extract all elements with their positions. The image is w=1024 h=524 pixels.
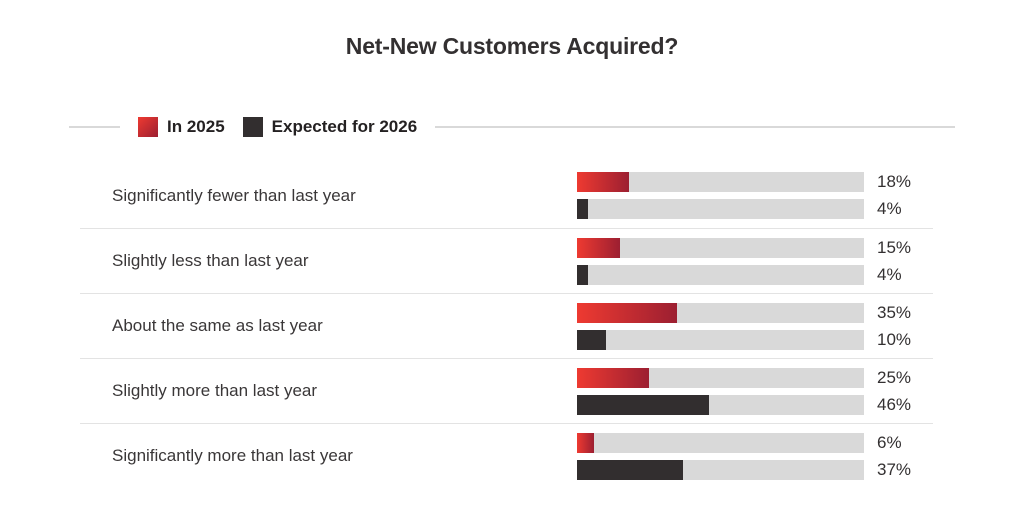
bar-group [577, 367, 864, 415]
value-group: 15% 4% [877, 238, 911, 285]
bar-track [577, 199, 864, 219]
bar-group [577, 172, 864, 219]
value-label-in-2025: 35% [877, 302, 912, 322]
category-label: Significantly more than last year [112, 446, 353, 465]
bar-fill-in-2025 [577, 432, 595, 453]
bar-group [577, 237, 864, 285]
value-label-in-2025: 6% [877, 432, 902, 452]
bar-rows: Significantly fewer than last year 18% 4% S… [80, 163, 933, 488]
bar-fill-expected-2026 [577, 264, 589, 285]
bar-track [577, 329, 864, 350]
legend-item-expected-2026: Expected for 2026 [242, 117, 418, 137]
legend: In 2025 Expected for 2026 [69, 116, 955, 138]
category-label: Slightly more than last year [112, 381, 318, 400]
category-label: Slightly less than last year [112, 251, 309, 270]
bar-track [577, 459, 864, 480]
value-group: 25% 46% [877, 368, 911, 415]
table-row: Slightly more than last year 25% 46% [80, 358, 933, 423]
legend-rule-right [435, 126, 955, 128]
bar-track [577, 432, 864, 453]
value-label-in-2025: 18% [877, 172, 912, 191]
bar-track [577, 264, 864, 285]
value-label-expected-2026: 46% [877, 394, 912, 414]
bar-fill-in-2025 [577, 172, 629, 192]
bar-track [577, 367, 864, 388]
bar-track [577, 302, 864, 323]
category-label: Significantly fewer than last year [112, 185, 356, 205]
legend-label-expected-2026: Expected for 2026 [271, 117, 418, 136]
bar-fill-expected-2026 [577, 394, 710, 415]
bar-fill-in-2025 [577, 302, 678, 323]
value-label-expected-2026: 4% [877, 199, 902, 218]
value-label-in-2025: 25% [877, 367, 912, 387]
table-row: Slightly less than last year 15% 4% [80, 228, 933, 293]
net-new-customers-chart: Net-New Customers Acquired? In 2025 Expe… [0, 33, 1024, 488]
bar-group [577, 302, 864, 350]
legend-item-in-2025: In 2025 [138, 117, 225, 137]
table-row: About the same as last year 35% 10% [80, 293, 933, 358]
bar-track [577, 394, 864, 415]
legend-rule-left [69, 126, 120, 128]
category-label: About the same as last year [112, 316, 323, 335]
bar-group [577, 432, 864, 480]
legend-label-in-2025: In 2025 [167, 117, 225, 136]
value-label-in-2025: 15% [877, 237, 912, 257]
value-group: 18% 4% [877, 172, 911, 219]
bar-track [577, 172, 864, 192]
table-row: Significantly fewer than last year 18% 4% [80, 163, 933, 228]
value-label-expected-2026: 10% [877, 329, 912, 349]
bar-fill-in-2025 [577, 367, 649, 388]
legend-swatch-expected-2026 [242, 117, 263, 137]
legend-swatch-in-2025 [138, 117, 158, 137]
bar-track [577, 237, 864, 258]
page-title: Net-New Customers Acquired? [345, 33, 679, 59]
value-group: 35% 10% [877, 303, 911, 350]
value-group: 6% 37% [877, 433, 911, 480]
bar-fill-expected-2026 [577, 459, 684, 480]
value-label-expected-2026: 4% [877, 264, 902, 284]
value-label-expected-2026: 37% [877, 459, 912, 479]
table-row: Significantly more than last year 6% 37% [80, 423, 933, 488]
bar-fill-in-2025 [577, 237, 621, 258]
bar-fill-expected-2026 [577, 329, 606, 350]
bar-fill-expected-2026 [577, 199, 589, 219]
